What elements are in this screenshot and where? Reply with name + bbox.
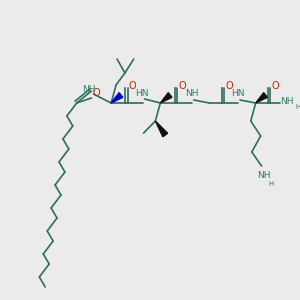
Polygon shape [160,93,172,103]
Text: O: O [178,81,186,91]
Polygon shape [111,93,123,103]
Text: O: O [272,81,279,91]
Text: HN: HN [135,89,148,98]
Polygon shape [155,121,168,137]
Text: O: O [93,88,100,98]
Polygon shape [256,93,267,103]
Text: NH: NH [280,97,294,106]
Text: NH: NH [185,89,199,98]
Text: O: O [129,81,136,91]
Text: HN: HN [231,89,245,98]
Text: NH: NH [257,172,270,181]
Text: H: H [269,181,274,187]
Text: NH: NH [82,85,95,94]
Text: O: O [225,81,233,91]
Text: H: H [296,104,300,110]
